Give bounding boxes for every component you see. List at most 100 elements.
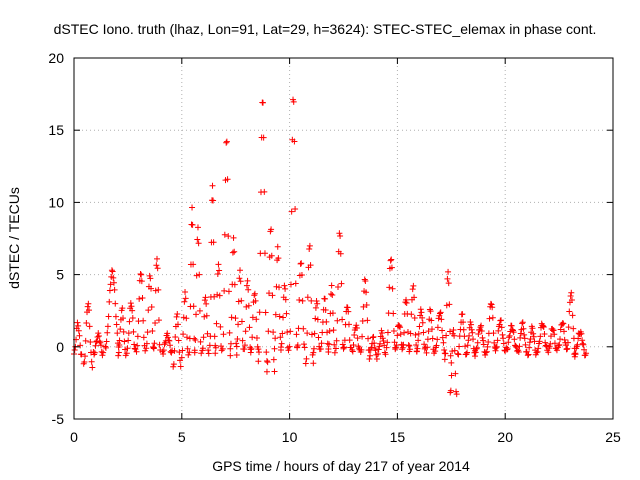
data-point [177,363,184,370]
data-point [189,221,196,228]
data-point [264,359,271,366]
data-point [252,297,259,304]
data-point [508,322,515,329]
data-point [85,300,92,307]
data-point [293,331,300,338]
data-point [263,368,270,375]
data-point [155,317,162,324]
data-point [287,281,294,288]
data-point [344,304,351,311]
data-point [227,340,234,347]
data-point [419,319,426,326]
data-point [84,303,91,310]
data-point [409,286,416,293]
data-point [249,334,256,341]
data-point [334,317,341,324]
data-point [459,311,466,318]
data-point [505,334,512,341]
data-point [266,290,273,297]
data-point [500,340,507,347]
data-point [445,280,452,287]
data-point [564,345,571,352]
data-point [116,337,123,344]
data-point [368,344,375,351]
data-point [105,313,112,320]
data-point [104,323,111,330]
data-point [363,301,370,308]
data-point [204,330,211,337]
data-point [274,243,281,250]
data-point [98,348,105,355]
data-point [310,360,317,367]
data-point [213,320,220,327]
data-point [388,264,395,271]
data-point [339,316,346,323]
data-point [103,338,110,345]
data-point [160,351,167,358]
data-point [388,256,395,263]
data-point [111,286,118,293]
data-point [326,328,333,335]
data-point [148,285,155,292]
data-point [443,302,450,309]
data-point [322,307,329,313]
y-tick-label: 20 [48,50,64,66]
data-point [134,333,141,340]
data-point [336,230,343,237]
data-point [312,304,319,311]
data-point [140,317,147,324]
data-point [256,309,263,316]
data-point [478,322,485,329]
data-point [390,310,397,317]
data-point [143,345,150,352]
data-point [268,226,275,233]
data-point [170,363,177,370]
data-point [82,337,89,344]
data-point [174,311,181,318]
data-point [495,327,502,334]
data-point [411,294,418,301]
data-point [553,347,560,354]
data-point [358,346,365,353]
data-point [542,342,549,349]
data-point [329,291,336,298]
data-point [416,323,423,330]
data-point [308,331,315,338]
data-point [386,284,393,291]
data-point [206,342,213,349]
data-point [307,262,314,269]
data-point [237,278,244,285]
data-point [285,347,292,354]
data-point [448,372,455,379]
data-point [276,313,283,320]
data-point [210,197,217,204]
data-point [500,335,507,342]
data-point [526,339,533,346]
data-point [110,274,117,281]
y-tick-label: 15 [48,122,64,138]
data-point [311,330,318,337]
data-point [216,292,223,299]
data-point [365,335,372,342]
data-point [503,346,510,353]
data-point [578,330,585,337]
data-point [219,345,226,352]
data-point [522,341,529,348]
data-point [474,344,481,351]
data-point [217,323,224,330]
data-point [359,318,366,325]
data-point [557,326,564,333]
data-point [241,342,248,349]
data-point [550,327,557,334]
data-point [314,300,321,307]
data-point [205,350,212,357]
data-point [114,330,121,337]
data-point [231,248,238,255]
data-point [183,315,190,322]
data-point [277,334,284,341]
data-point [304,294,311,301]
data-point [144,329,151,336]
data-point [191,335,198,342]
data-point [488,301,495,308]
data-point [392,344,399,351]
